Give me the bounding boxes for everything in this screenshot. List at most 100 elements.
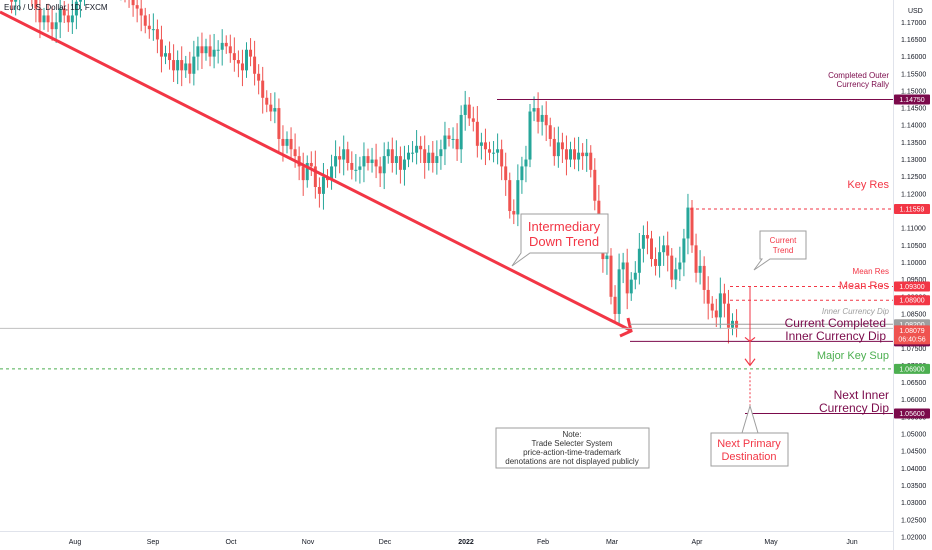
candle: [415, 130, 419, 165]
candle: [475, 106, 479, 158]
candle-body: [532, 108, 536, 112]
candle-body: [249, 49, 253, 57]
candle-body: [573, 149, 577, 160]
candle-body: [180, 60, 184, 71]
price-badge: 1.08900: [894, 295, 930, 306]
candle-body: [475, 121, 479, 146]
candle: [382, 142, 386, 190]
candle-body: [702, 265, 706, 290]
candle-body: [528, 111, 532, 160]
candles: [10, 0, 739, 344]
candle: [544, 101, 548, 142]
candle-body: [46, 15, 50, 23]
candle: [569, 141, 572, 168]
candle: [354, 154, 358, 182]
candle-body: [228, 46, 232, 54]
candle: [212, 33, 216, 69]
time-axis: Aug Sep Oct Nov Dec 2022 Feb Mar Apr May Jun: [69, 539, 858, 546]
price-tick-label: 1.15500: [901, 71, 926, 78]
candle: [459, 105, 463, 163]
price-badge: 1.06900: [894, 363, 930, 374]
candle-body: [670, 255, 674, 280]
callout-box: [511, 213, 609, 267]
candle: [50, 6, 54, 41]
badge-bg: [894, 295, 930, 306]
candle-body: [338, 156, 342, 160]
price-tick-label: 1.04000: [901, 466, 926, 473]
candle-body: [455, 138, 459, 150]
candle-body: [492, 152, 496, 154]
candle: [139, 0, 143, 32]
candle-body: [508, 180, 512, 212]
candle-body: [544, 114, 548, 126]
next-primary-label: Next Primary: [717, 438, 781, 450]
price-tick-label: 1.16000: [901, 54, 926, 61]
note-line: price-action-time-trademark: [523, 448, 622, 457]
candle-body: [350, 162, 354, 170]
candle-body: [38, 8, 42, 23]
candle: [313, 150, 317, 199]
candle-body: [277, 108, 281, 139]
badge-text: 1.14750: [899, 97, 924, 104]
intermediary-trend-line: [0, 10, 633, 338]
candle-body: [330, 166, 334, 181]
current-price-text: 1.08079: [899, 328, 924, 335]
candle: [706, 276, 710, 320]
badge-bg: [894, 94, 930, 105]
candle: [245, 42, 248, 78]
candle-body: [419, 145, 423, 150]
candle: [204, 38, 208, 61]
candle-body: [192, 56, 196, 74]
candle: [524, 145, 528, 183]
candle: [66, 3, 70, 32]
candle: [309, 151, 313, 177]
candle: [135, 0, 139, 23]
candle-body: [131, 0, 135, 6]
candle-body: [479, 142, 483, 146]
candle-body: [151, 29, 155, 31]
candle: [196, 36, 200, 71]
candle: [548, 117, 552, 147]
candle: [273, 92, 277, 124]
candle: [46, 3, 50, 32]
candle: [504, 152, 508, 196]
candle: [710, 296, 714, 319]
trend-arrowhead: [619, 317, 633, 338]
candle-body: [427, 152, 431, 163]
candle: [147, 14, 151, 39]
candle: [492, 141, 496, 163]
callout-box: [710, 404, 789, 467]
time-tick-label: May: [764, 539, 778, 546]
badge-text: 1.09300: [899, 284, 924, 291]
candle: [370, 147, 374, 173]
candle-body: [698, 265, 702, 273]
intermediary-label: Intermediary: [528, 219, 601, 234]
candle-body: [431, 152, 435, 163]
candle: [654, 247, 658, 276]
candle: [439, 139, 443, 170]
candle-body: [293, 149, 297, 157]
candle-body: [358, 166, 362, 170]
candle: [516, 164, 520, 227]
candle: [508, 172, 512, 219]
mid-arrowhead: [744, 336, 756, 343]
price-tick-label: 1.13000: [901, 157, 926, 164]
candle-body: [564, 149, 568, 160]
candle: [423, 135, 427, 179]
candle-body: [224, 42, 228, 47]
candle-body: [690, 207, 694, 246]
time-tick-label: Aug: [69, 539, 82, 546]
candle: [34, 0, 38, 23]
candle: [431, 141, 435, 173]
candle-body: [463, 104, 467, 115]
candle-body: [398, 156, 402, 170]
symbol-title: Euro / U.S. Dollar, 1D, FXCM: [4, 3, 108, 12]
candle-body: [726, 303, 730, 328]
candle-body: [309, 162, 313, 167]
mean-res-small-label: Mean Res: [853, 267, 889, 276]
candle: [151, 13, 155, 41]
candle: [419, 136, 423, 163]
